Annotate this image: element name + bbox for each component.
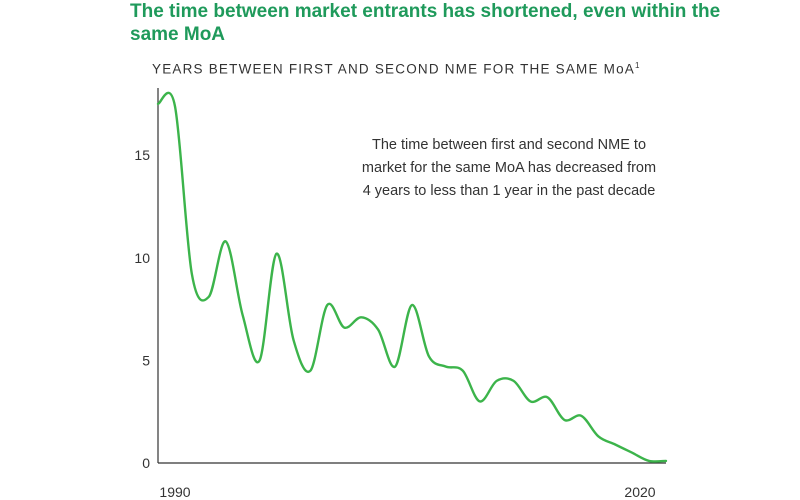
chart-axes xyxy=(157,88,666,464)
series-line xyxy=(156,91,668,463)
subtitle-footnote: 1 xyxy=(635,61,640,70)
chart-series xyxy=(156,91,668,463)
y-tick-label: 0 xyxy=(142,455,150,471)
chart-ticks: 0 5 10 15 1990 2020 xyxy=(134,147,655,500)
chart-title: The time between market entrants has sho… xyxy=(130,1,721,45)
chart-annotation: The time between first and second NME to… xyxy=(361,137,657,199)
subtitle-text: YEARS BETWEEN FIRST AND SECOND NME FOR T… xyxy=(152,61,636,77)
y-tick-label: 15 xyxy=(134,147,150,163)
x-tick-label: 1990 xyxy=(159,484,190,500)
y-tick-label: 5 xyxy=(142,352,150,368)
x-tick-label: 2020 xyxy=(624,484,655,500)
chart-subtitle: YEARS BETWEEN FIRST AND SECOND NME FOR T… xyxy=(152,61,639,77)
y-tick-label: 10 xyxy=(134,250,150,266)
